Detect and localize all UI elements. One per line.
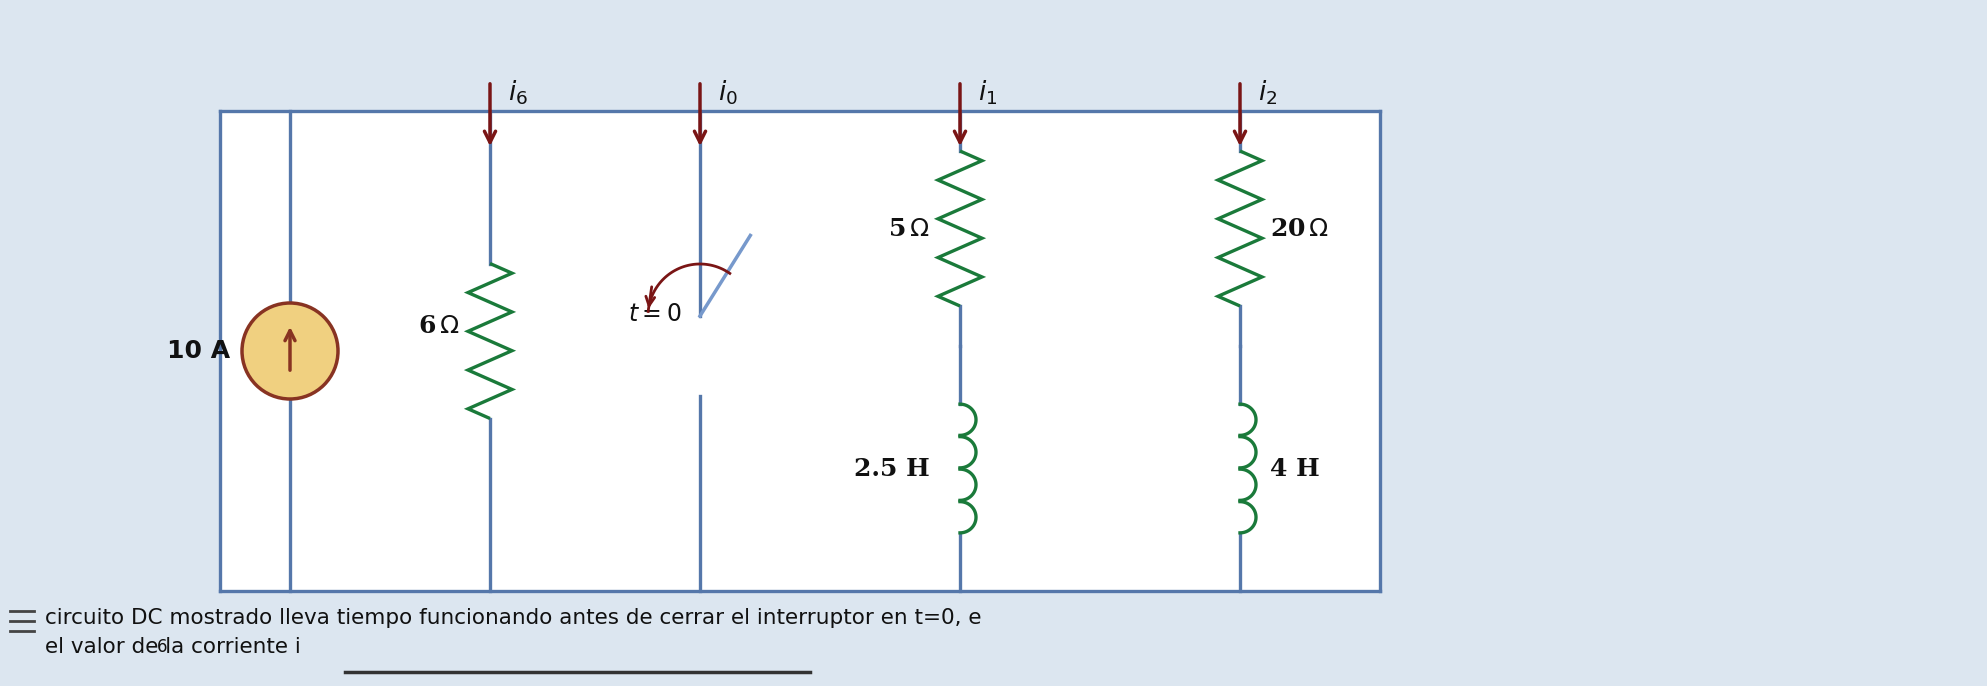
Text: $t=0$: $t=0$ (628, 303, 682, 325)
Text: 4 H: 4 H (1270, 456, 1319, 480)
FancyBboxPatch shape (221, 111, 1381, 591)
Text: $i_2$: $i_2$ (1258, 79, 1278, 107)
Text: 6: 6 (157, 638, 167, 656)
Text: 6$\,\Omega$: 6$\,\Omega$ (419, 314, 461, 338)
Text: 20$\,\Omega$: 20$\,\Omega$ (1270, 217, 1329, 241)
Text: el valor de la corriente i: el valor de la corriente i (46, 637, 300, 657)
Text: $i_6$: $i_6$ (509, 79, 529, 107)
Text: $i_1$: $i_1$ (978, 79, 997, 107)
Text: 2.5 H: 2.5 H (854, 456, 930, 480)
Text: circuito DC mostrado lleva tiempo funcionando antes de cerrar el interruptor en : circuito DC mostrado lleva tiempo funcio… (46, 608, 982, 628)
Text: 10 A: 10 A (167, 339, 230, 363)
Text: $i_0$: $i_0$ (717, 79, 737, 107)
Circle shape (242, 303, 338, 399)
Text: 5$\,\Omega$: 5$\,\Omega$ (888, 217, 930, 241)
